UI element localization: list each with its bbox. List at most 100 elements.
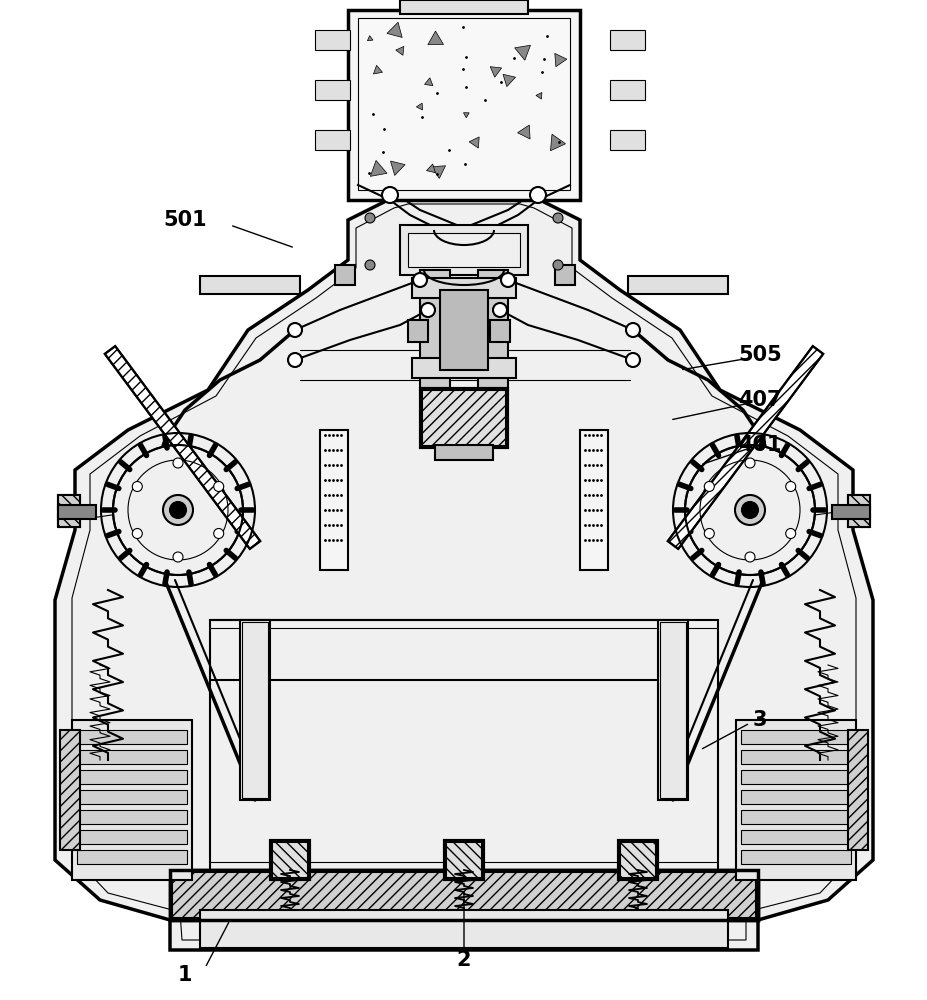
- Bar: [659, 622, 685, 798]
- Polygon shape: [469, 137, 478, 148]
- Circle shape: [529, 187, 545, 203]
- Text: 3: 3: [752, 710, 767, 730]
- Polygon shape: [426, 164, 435, 173]
- Circle shape: [113, 445, 243, 575]
- Polygon shape: [427, 31, 443, 45]
- Bar: [740, 770, 850, 784]
- Bar: [400, 225, 527, 275]
- Circle shape: [213, 482, 223, 491]
- Circle shape: [421, 303, 435, 317]
- Circle shape: [552, 260, 563, 270]
- Bar: [105, 346, 260, 549]
- Circle shape: [684, 445, 814, 575]
- Bar: [57, 505, 95, 519]
- Bar: [435, 445, 492, 460]
- Circle shape: [552, 213, 563, 223]
- Bar: [170, 870, 757, 920]
- Bar: [735, 720, 855, 880]
- Bar: [443, 840, 484, 880]
- Polygon shape: [390, 161, 404, 175]
- Bar: [242, 622, 268, 798]
- Circle shape: [744, 458, 755, 468]
- Bar: [105, 346, 260, 549]
- Bar: [420, 270, 450, 390]
- Bar: [832, 505, 870, 519]
- Bar: [60, 730, 80, 850]
- Polygon shape: [373, 65, 382, 74]
- Bar: [270, 840, 310, 880]
- Polygon shape: [463, 113, 469, 118]
- Bar: [200, 276, 299, 294]
- Bar: [72, 720, 192, 880]
- Polygon shape: [554, 53, 566, 67]
- Bar: [412, 278, 515, 298]
- Circle shape: [742, 502, 757, 518]
- Bar: [77, 790, 187, 804]
- Circle shape: [133, 482, 142, 491]
- Bar: [314, 130, 349, 150]
- Text: 501: 501: [163, 210, 207, 230]
- Bar: [77, 750, 187, 764]
- Bar: [240, 620, 270, 800]
- Circle shape: [213, 528, 223, 538]
- Bar: [420, 388, 507, 448]
- Circle shape: [785, 482, 794, 491]
- Polygon shape: [489, 67, 502, 77]
- Bar: [335, 265, 355, 285]
- Bar: [609, 80, 644, 100]
- Polygon shape: [395, 46, 403, 55]
- Bar: [667, 346, 822, 549]
- Bar: [358, 18, 569, 190]
- Bar: [77, 850, 187, 864]
- Text: 1: 1: [178, 965, 192, 985]
- Circle shape: [492, 303, 506, 317]
- Circle shape: [364, 260, 375, 270]
- Circle shape: [287, 353, 301, 367]
- Circle shape: [163, 495, 193, 525]
- Bar: [609, 30, 644, 50]
- Bar: [740, 810, 850, 824]
- Bar: [609, 130, 644, 150]
- Text: 407: 407: [738, 390, 781, 410]
- Circle shape: [133, 528, 142, 538]
- Bar: [422, 390, 505, 446]
- Bar: [200, 910, 727, 948]
- Bar: [77, 810, 187, 824]
- Bar: [170, 870, 757, 920]
- Polygon shape: [502, 74, 515, 87]
- Bar: [667, 346, 822, 549]
- Polygon shape: [387, 22, 401, 37]
- Circle shape: [704, 528, 714, 538]
- Text: 2: 2: [456, 950, 471, 970]
- Bar: [314, 80, 349, 100]
- Bar: [446, 842, 481, 878]
- Circle shape: [626, 353, 640, 367]
- Bar: [320, 430, 348, 570]
- Bar: [348, 10, 579, 200]
- Bar: [210, 620, 717, 870]
- Bar: [847, 495, 870, 527]
- Bar: [400, 0, 527, 14]
- Bar: [847, 730, 867, 850]
- Circle shape: [734, 495, 764, 525]
- Text: 401: 401: [738, 435, 781, 455]
- Circle shape: [626, 323, 640, 337]
- Bar: [314, 30, 349, 50]
- Bar: [740, 850, 850, 864]
- Bar: [617, 840, 657, 880]
- Bar: [439, 290, 488, 370]
- Circle shape: [744, 552, 755, 562]
- Bar: [443, 840, 484, 880]
- Bar: [740, 790, 850, 804]
- Bar: [628, 276, 727, 294]
- Polygon shape: [55, 195, 872, 950]
- Circle shape: [785, 528, 794, 538]
- Bar: [579, 430, 607, 570]
- Bar: [617, 840, 657, 880]
- Bar: [57, 495, 80, 527]
- Bar: [740, 730, 850, 744]
- Bar: [412, 358, 515, 378]
- Polygon shape: [514, 45, 530, 60]
- Bar: [270, 840, 310, 880]
- Circle shape: [287, 323, 301, 337]
